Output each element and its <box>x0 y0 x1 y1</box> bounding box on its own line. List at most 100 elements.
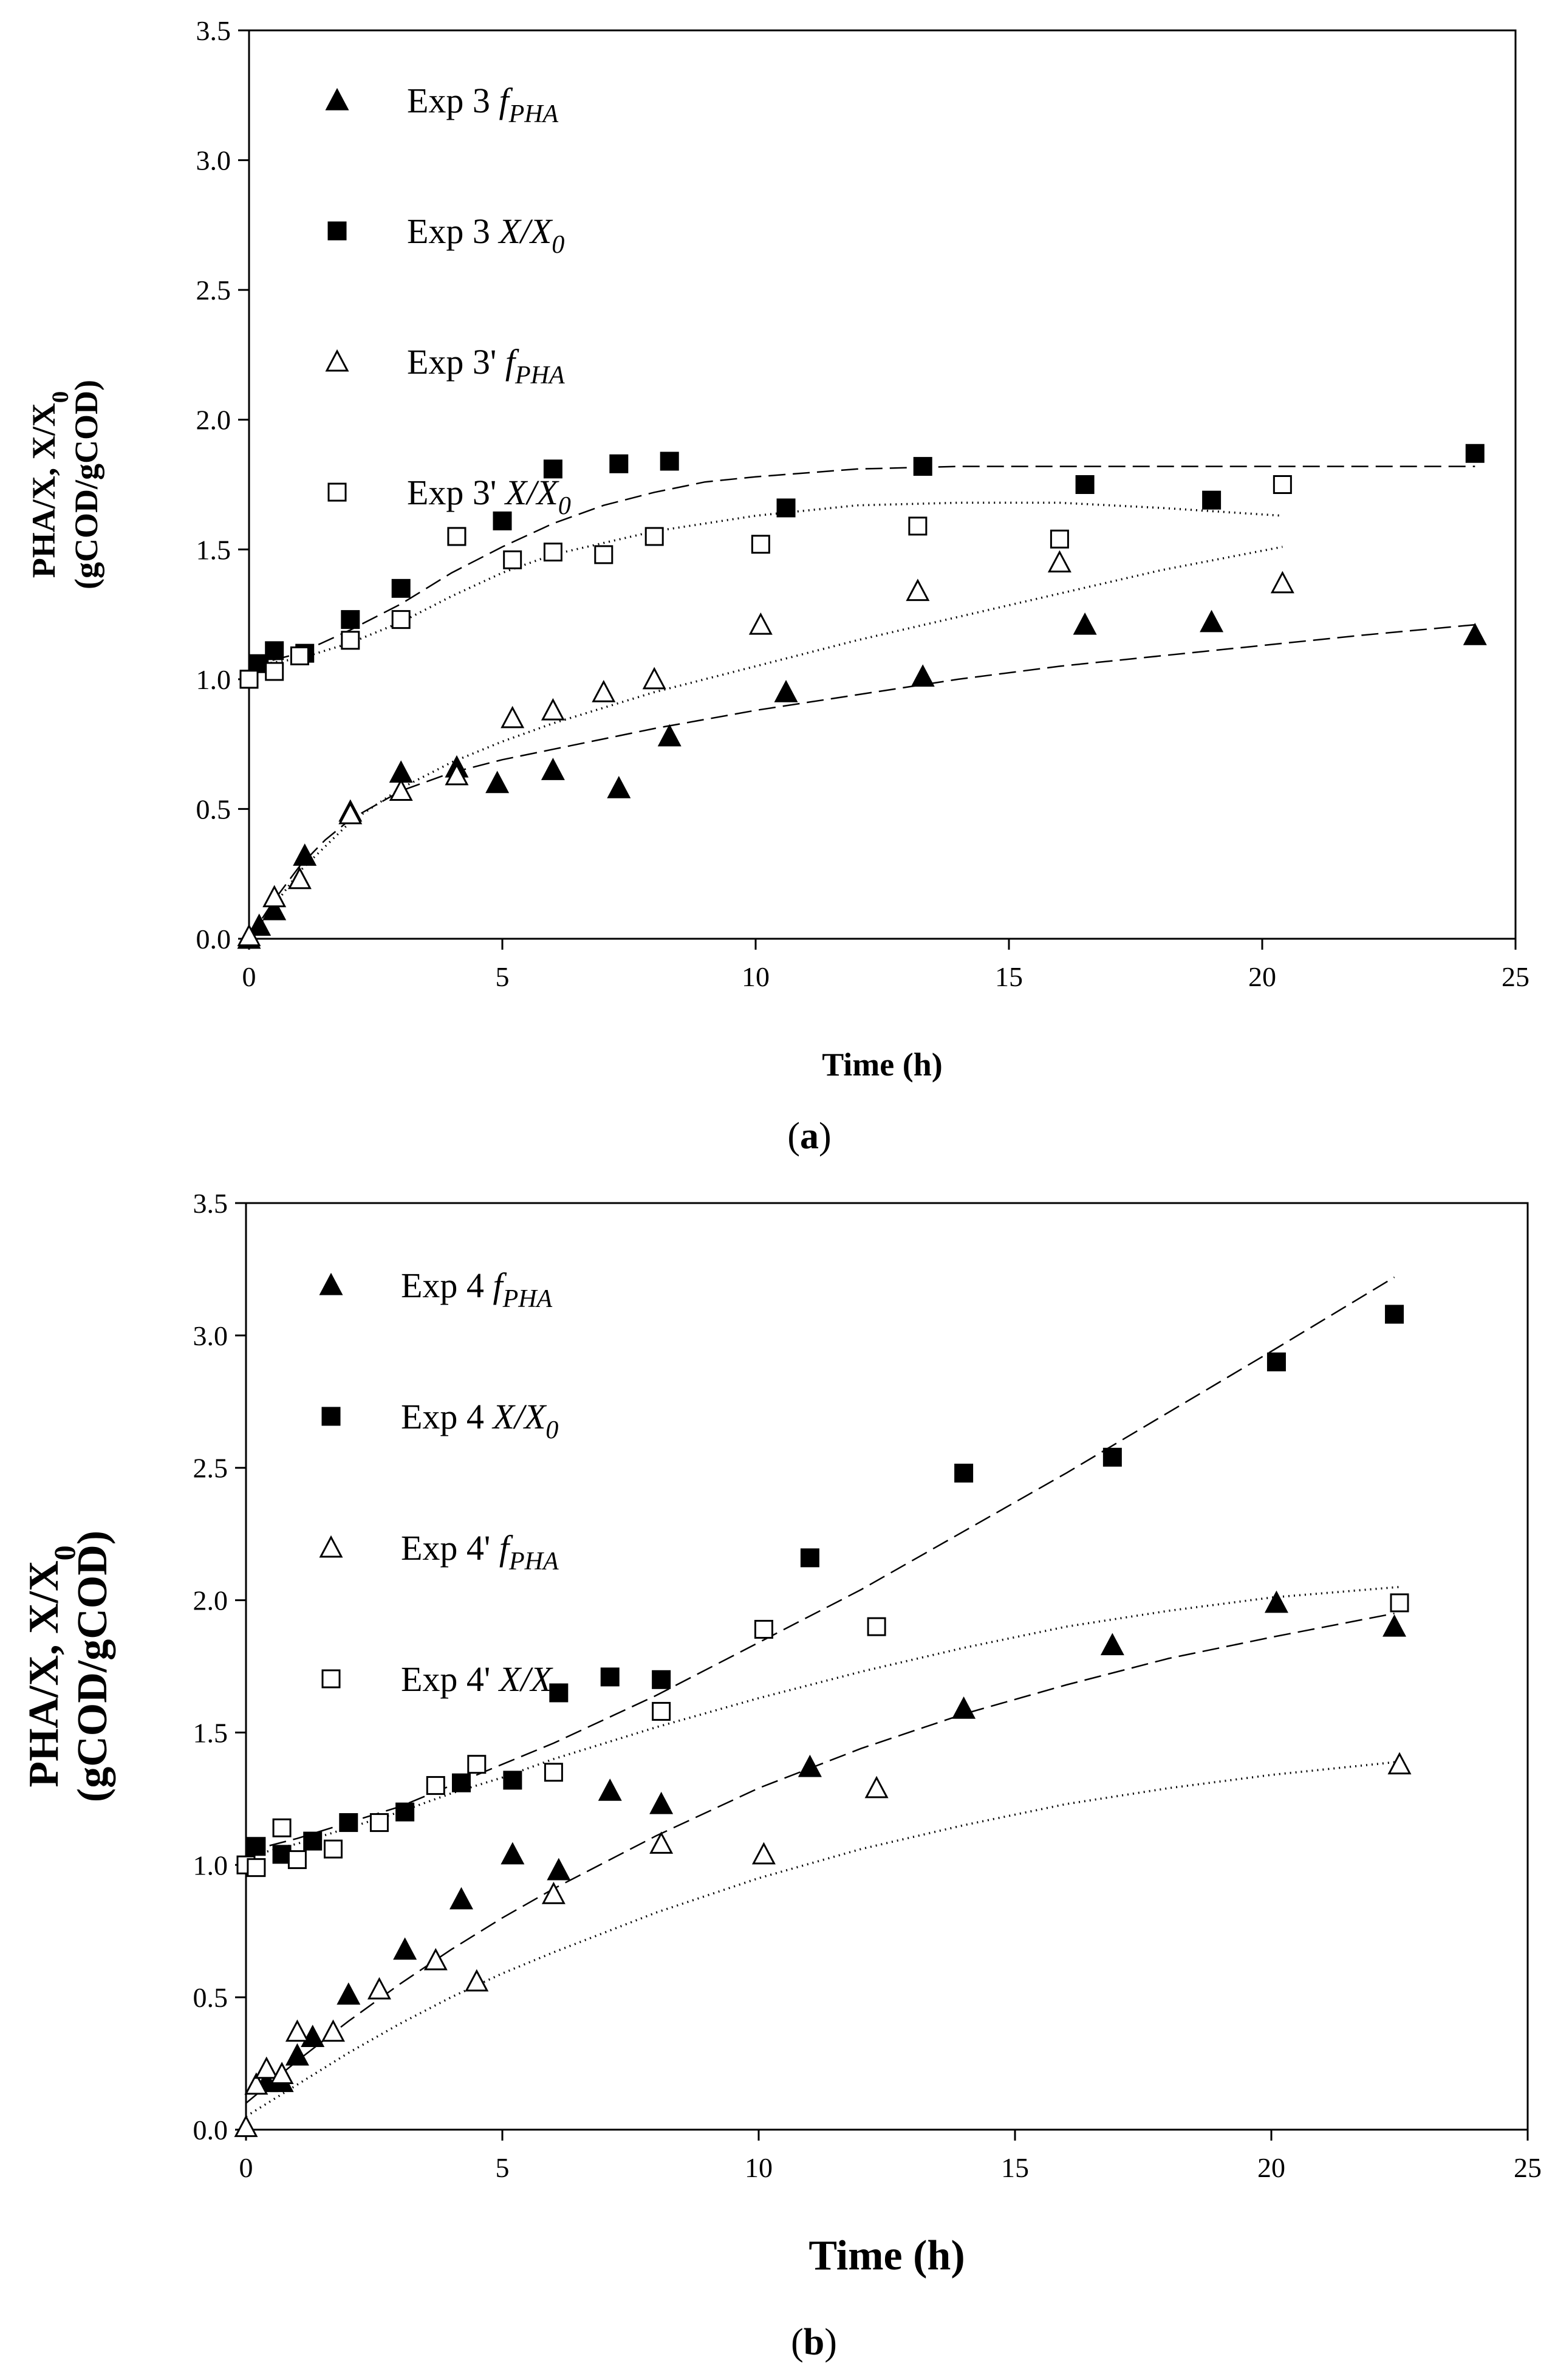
data-point <box>541 698 565 721</box>
data-point <box>800 1548 819 1568</box>
data-point <box>1264 1590 1288 1613</box>
legend-subscript: PHA <box>514 362 565 389</box>
series-3 <box>236 1593 1409 1878</box>
data-point <box>485 770 510 794</box>
legend-variable: X/X <box>504 473 560 512</box>
y-tick-label: 2.0 <box>193 1585 228 1616</box>
data-point <box>660 451 679 471</box>
data-point <box>393 1937 417 1960</box>
data-point <box>600 1667 620 1687</box>
legend-label: Exp 3' fPHA <box>407 342 565 389</box>
chart-panel-a: 0 5 10 15 20 25 0.0 0.5 1.0 1.5 2.0 2.5 3.0 3.5 Time (… <box>26 15 1529 1157</box>
fit-line-2 <box>245 1760 1400 2118</box>
y-tick-label: 1.5 <box>193 1717 228 1748</box>
x-tick-label: 0 <box>242 961 256 992</box>
legend-marker <box>327 482 347 502</box>
data-point <box>649 1831 674 1854</box>
data-point <box>503 550 522 569</box>
y-tick-label: 0.0 <box>193 2114 228 2145</box>
data-point <box>285 2019 309 2042</box>
data-point <box>293 843 317 866</box>
data-point <box>465 1969 489 1992</box>
legend-marker <box>319 1272 343 1295</box>
plot-frame <box>248 29 1517 940</box>
x-tick-label: 25 <box>1514 2152 1542 2183</box>
y-tick-label: 0.5 <box>196 794 231 825</box>
legend-variable: X/X <box>497 211 553 251</box>
data-point <box>1273 475 1292 494</box>
x-tick-label: 10 <box>742 961 770 992</box>
fit-line-3 <box>245 1586 1400 1858</box>
x-axis-title: Time (h) <box>808 2232 965 2279</box>
data-point <box>1385 1305 1404 1324</box>
data-point <box>657 724 682 747</box>
data-point <box>369 1813 389 1833</box>
data-point <box>1100 1633 1124 1656</box>
data-point <box>341 610 360 629</box>
panel-label-letter: a <box>800 1116 819 1157</box>
data-point <box>1202 490 1222 510</box>
data-point <box>541 1882 566 1904</box>
data-point <box>303 1831 323 1851</box>
data-point <box>239 670 259 689</box>
data-point <box>609 454 629 473</box>
series-3 <box>239 475 1292 689</box>
data-point <box>493 511 512 530</box>
y-tick-label: 2.5 <box>193 1453 228 1484</box>
data-point <box>594 545 613 564</box>
data-point <box>501 705 525 729</box>
data-point <box>244 2072 268 2095</box>
legend-subscript: PHA <box>508 1548 559 1576</box>
data-point <box>954 1463 974 1483</box>
data-point <box>544 1763 563 1782</box>
data-point <box>321 2019 345 2042</box>
y-tick-label: 1.0 <box>193 1850 228 1881</box>
data-point <box>426 1776 445 1795</box>
data-point <box>395 1802 415 1822</box>
x-axis-title: Time (h) <box>822 1046 943 1083</box>
data-point <box>237 924 261 947</box>
data-point <box>644 527 664 546</box>
data-point <box>1387 1752 1412 1775</box>
data-point <box>337 1982 361 2005</box>
panel-label: (a) <box>787 1116 831 1157</box>
data-point <box>449 1887 473 1910</box>
legend-marker <box>325 349 349 372</box>
fit-line-3 <box>248 501 1283 668</box>
data-point <box>754 1620 773 1639</box>
panel-label: (b) <box>791 2322 837 2363</box>
legend-label: Exp 4 fPHA <box>401 1266 553 1313</box>
data-point <box>1102 1447 1122 1467</box>
fit-line-0 <box>248 623 1475 939</box>
data-point <box>503 1771 522 1790</box>
legend-subscript: 0 <box>552 1679 565 1707</box>
data-point <box>338 801 363 825</box>
data-point <box>1200 609 1224 633</box>
legend-label: Exp 4' X/X0 <box>401 1659 565 1707</box>
x-tick-label: 20 <box>1248 961 1276 992</box>
data-point <box>776 498 796 518</box>
y-tick-label: 3.5 <box>193 1188 228 1219</box>
fit-line-1 <box>245 1276 1395 1853</box>
data-point <box>592 680 616 702</box>
y-axis-title-subscript: 0 <box>47 391 73 403</box>
data-point <box>1047 550 1071 573</box>
legend-label: Exp 3' X/X0 <box>407 473 571 520</box>
legend-subscript: 0 <box>552 231 564 259</box>
data-point <box>774 680 798 702</box>
data-point <box>270 2062 294 2084</box>
data-point <box>262 897 287 921</box>
data-point <box>389 778 413 801</box>
data-point <box>547 1857 571 1881</box>
data-point <box>652 1702 671 1721</box>
data-point <box>247 913 272 936</box>
data-point <box>1073 612 1097 635</box>
data-point <box>265 641 284 660</box>
data-point <box>751 1842 776 1865</box>
data-point <box>1050 529 1069 549</box>
data-point <box>287 866 312 890</box>
legend-marker <box>327 221 347 241</box>
plot-frame <box>245 1202 1529 2131</box>
legend-label: Exp 3 X/X0 <box>407 211 564 259</box>
legend-subscript: PHA <box>508 100 559 128</box>
